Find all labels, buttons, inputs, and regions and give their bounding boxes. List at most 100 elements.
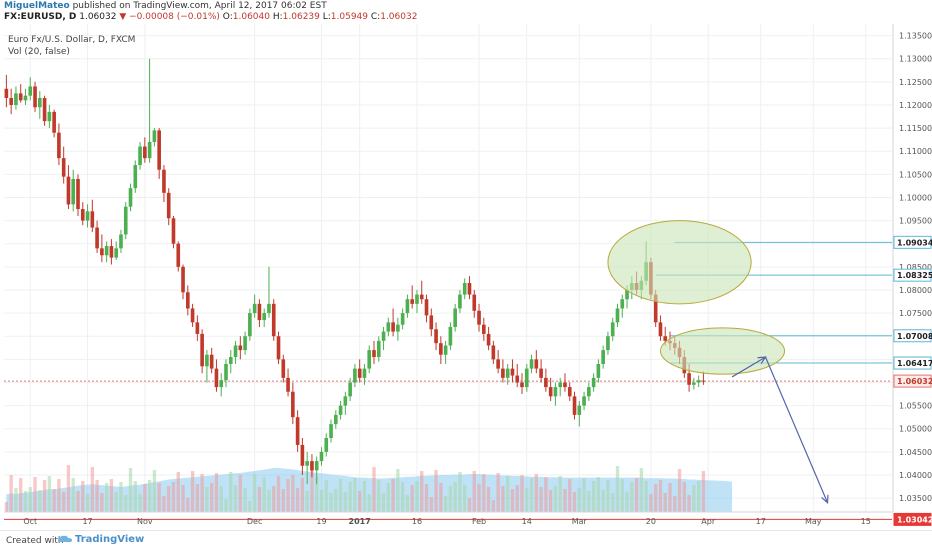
volume-bar	[248, 501, 252, 512]
price-axis-tick: 1.12000	[899, 101, 932, 110]
volume-bar	[386, 483, 390, 512]
candle-body	[248, 313, 252, 337]
candle-body	[171, 218, 176, 244]
volume-bar	[377, 480, 381, 512]
candle-body	[152, 130, 157, 142]
price-label-box	[893, 268, 932, 282]
author-link[interactable]: MiguelMateo	[4, 1, 70, 11]
candle-body	[23, 95, 28, 101]
volume-bar	[181, 485, 185, 512]
price-label: 1.06032	[897, 377, 932, 386]
candle-body	[601, 350, 605, 364]
candle-body	[143, 146, 147, 159]
candle-body	[539, 368, 543, 378]
candle-body	[434, 329, 438, 344]
candle-body	[209, 354, 214, 369]
volume-bar	[28, 487, 32, 512]
price-axis-tick: 1.10000	[899, 193, 932, 202]
price-axis-tick: 1.13500	[899, 32, 932, 41]
price-axis-tick: 1.07500	[899, 309, 932, 318]
time-axis-tick: Nov	[137, 517, 153, 526]
candle-body	[701, 380, 706, 382]
volume-bar	[591, 481, 596, 512]
volume-bar	[472, 471, 476, 512]
annotation-circle-top	[607, 220, 752, 305]
candle-body	[391, 322, 395, 332]
volume-bar	[195, 484, 200, 512]
volume-bar	[152, 470, 157, 512]
volume-bar	[443, 496, 448, 512]
volume-bar	[420, 471, 424, 512]
price-label: 1.03042	[897, 515, 932, 524]
tradingview-logo[interactable]: TradingView	[58, 534, 144, 545]
volume-bar	[448, 486, 453, 512]
candle-body	[333, 414, 338, 425]
price-axis-tick: 1.13000	[899, 55, 932, 64]
price-chart[interactable]: 1.13500 1.13000 1.12500 1.12000 1.11500 1.110…	[0, 24, 932, 528]
price-axis-tick: 1.11500	[899, 124, 932, 133]
symbol-label: FX:EURUSD, D	[4, 12, 77, 22]
candle-body	[233, 345, 238, 358]
volume-bar	[482, 474, 486, 512]
candle-body	[238, 345, 243, 351]
candle-body	[338, 405, 343, 415]
volume-bar	[630, 482, 634, 512]
candle-body	[138, 146, 142, 166]
annotation-circle-bottom	[659, 327, 786, 375]
candle-body	[410, 299, 415, 304]
chart-area[interactable]: 1.13500 1.13000 1.12500 1.12000 1.11500 1.110…	[0, 24, 932, 528]
volume-bar	[687, 495, 691, 512]
volume-bar	[639, 468, 644, 512]
candle-body	[228, 357, 233, 364]
volume-bar	[300, 478, 305, 512]
volume-bar	[510, 489, 515, 512]
volume-bar	[658, 480, 663, 512]
low-value: 1.05949	[330, 12, 369, 22]
candle-body	[123, 206, 128, 235]
candle-body	[687, 373, 691, 385]
volume-bar	[190, 471, 195, 512]
candle-body	[262, 313, 267, 321]
candle-body	[567, 387, 572, 397]
volume-bar	[257, 487, 262, 512]
candle-body	[424, 299, 429, 316]
price-label: 1.07008	[897, 332, 932, 341]
price-label-box	[893, 329, 932, 343]
volume-bar	[529, 478, 534, 512]
volume-bar	[219, 486, 223, 512]
volume-bar	[138, 494, 142, 512]
candle-body	[386, 322, 391, 332]
volume-bar	[162, 496, 166, 512]
tradingview-brand: TradingView	[75, 534, 145, 545]
volume-bar	[391, 479, 395, 512]
time-axis-tick: 17	[82, 517, 92, 526]
candle-body	[281, 359, 286, 378]
candle-body	[257, 303, 262, 321]
volume-bar	[305, 491, 309, 512]
candle-body	[9, 98, 13, 105]
candle-body	[76, 178, 80, 210]
volume-bar	[601, 490, 605, 512]
volume-bar	[171, 482, 176, 512]
candle-body	[357, 368, 362, 378]
time-axis-tick: Apr	[701, 517, 716, 526]
volume-bar	[52, 489, 56, 512]
volume-bar	[501, 486, 505, 512]
candle-body	[291, 391, 295, 418]
price-label-box	[893, 512, 932, 526]
price-label-box	[893, 356, 932, 370]
volume-bar	[267, 490, 271, 512]
price-axis-tick: 1.11000	[899, 147, 932, 156]
volume-bar	[587, 491, 591, 512]
candle-body	[329, 424, 333, 438]
volume-bar	[381, 493, 386, 512]
volume-bar	[663, 493, 667, 512]
candle-body	[200, 333, 204, 367]
volume-bar	[696, 481, 701, 512]
high-label: H:	[272, 12, 283, 22]
volume-bar	[625, 492, 629, 512]
candle-body	[80, 209, 85, 221]
volume-bar	[682, 482, 686, 512]
volume-bar	[544, 477, 548, 512]
candle-body	[33, 86, 37, 108]
